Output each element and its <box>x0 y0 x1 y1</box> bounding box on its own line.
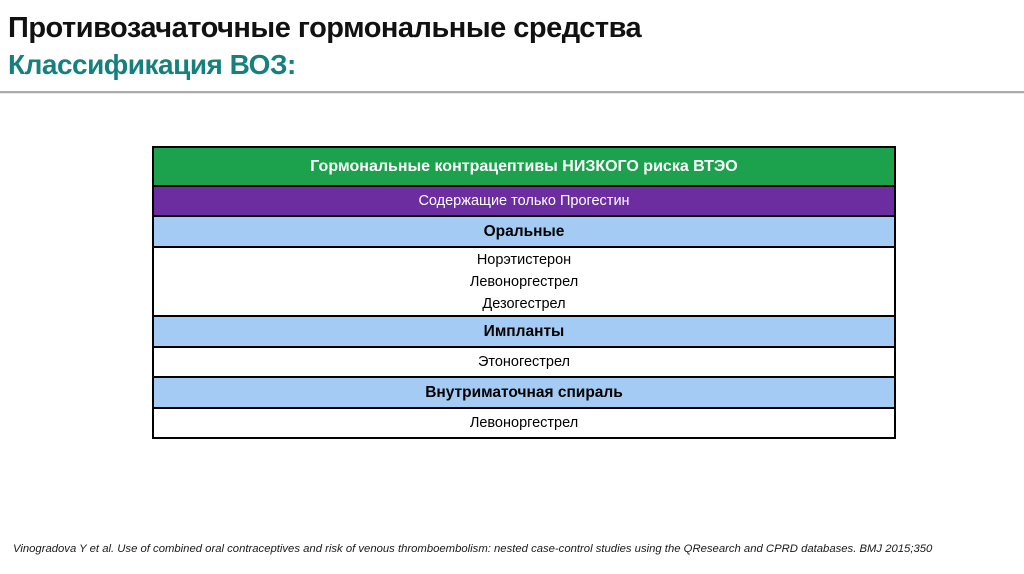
cell-text: Дезогестрел <box>482 295 566 312</box>
cell-text: Этоногестрел <box>477 354 571 370</box>
cell-text: Гормональные контрацептивы НИЗКОГО риска… <box>310 157 738 175</box>
table-header-low-risk: Гормональные контрацептивы НИЗКОГО риска… <box>154 148 894 187</box>
page-title: Противозачаточные гормональные средства <box>8 12 642 44</box>
cell-text: Импланты <box>483 322 565 340</box>
cell-text: Оральные <box>483 222 565 240</box>
table-items-iud: Левоноргестрел <box>154 409 894 437</box>
cell-text: Левоноргестрел <box>469 273 579 290</box>
cell-text: Норэтистерон <box>476 251 572 268</box>
table-subheader-progestin-only: Содержащие только Прогестин <box>154 187 894 217</box>
cell-text: Содержащие только Прогестин <box>418 193 630 209</box>
title-block: Противозачаточные гормональные средства … <box>8 10 1008 82</box>
title-divider <box>0 91 1024 94</box>
citation-text: Vinogradova Y et al. Use of combined ora… <box>13 543 933 555</box>
classification-table: Гормональные контрацептивы НИЗКОГО риска… <box>152 146 896 439</box>
page-subtitle: Классификация ВОЗ: <box>8 49 296 80</box>
cell-text: Внутриматочная спираль <box>425 383 623 401</box>
table-category-implants: Импланты <box>154 317 894 348</box>
table-category-iud: Внутриматочная спираль <box>154 378 894 409</box>
table-items-implants: Этоногестрел <box>154 348 894 378</box>
cell-text: Левоноргестрел <box>469 415 579 431</box>
table-items-oral: Норэтистерон Левоноргестрел Дезогестрел <box>154 248 894 317</box>
table-category-oral: Оральные <box>154 217 894 248</box>
